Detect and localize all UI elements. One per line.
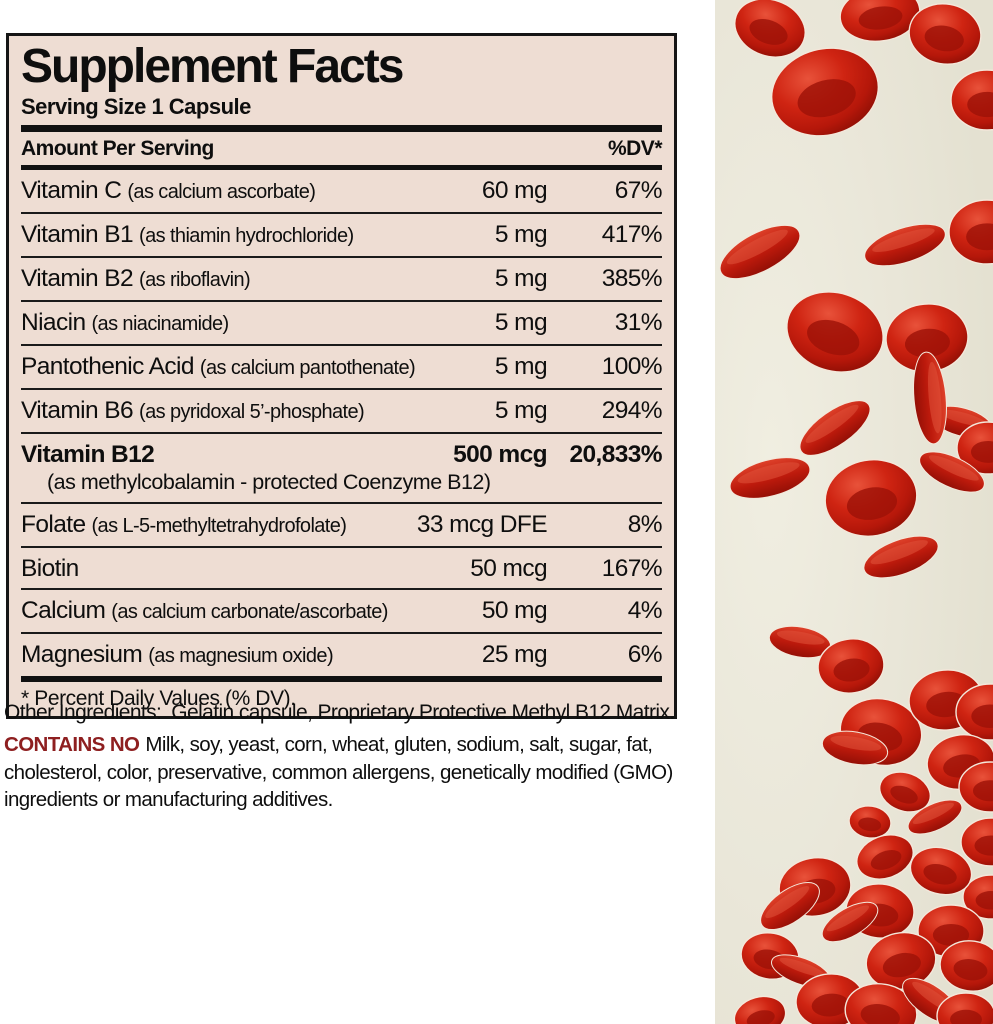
blood-cells-image: [715, 0, 993, 1024]
nutrient-name: Biotin: [21, 555, 79, 582]
dv-footnote: * Percent Daily Values (% DV).: [21, 687, 296, 710]
nutrient-amount: 60 mg: [481, 177, 548, 204]
nutrient-name: Pantothenic Acid: [21, 353, 195, 380]
nutrient-row-calcium: Calcium (as calcium carbonate/ascorbate)…: [21, 590, 663, 634]
other-ingredients: Other Ingredients: Gelatin capsule, Propr…: [4, 699, 716, 726]
nutrient-desc: (as calcium pantothenate): [199, 357, 416, 379]
nutrient-row-vitamin-b2: Vitamin B2 (as riboflavin) 5 mg 385%: [21, 258, 663, 302]
nutrient-desc: (as pyridoxal 5’-phosphate): [139, 401, 365, 423]
nutrient-desc: (as methylcobalamin - protected Coenzyme…: [47, 470, 491, 494]
nutrient-row-vitamin-c: Vitamin C (as calcium ascorbate) 60 mg 6…: [21, 170, 663, 214]
red-blood-cells-icon: [715, 0, 993, 1024]
nutrient-dv: 4%: [627, 597, 663, 624]
nutrient-row-vitamin-b6: Vitamin B6 (as pyridoxal 5’-phosphate) 5…: [21, 390, 663, 434]
nutrient-desc: (as magnesium oxide): [148, 645, 333, 667]
nutrient-dv: 167%: [601, 555, 663, 582]
nutrient-dv: 20,833%: [569, 441, 662, 468]
nutrient-row-magnesium: Magnesium (as magnesium oxide) 25 mg 6%: [21, 634, 663, 676]
contains-no-label: CONTAINS NO: [4, 733, 140, 756]
nutrient-row-folate: Folate (as L-5-methyltetrahydrofolate) 3…: [21, 504, 663, 548]
nutrient-table: Vitamin C (as calcium ascorbate) 60 mg 6…: [21, 170, 663, 676]
nutrient-dv: 31%: [614, 309, 663, 336]
page-title: Supplement Facts: [21, 40, 404, 93]
contains-no-text: Milk, soy, yeast, corn, wheat, gluten, s…: [4, 733, 673, 811]
nutrient-amount: 25 mg: [481, 641, 548, 668]
nutrient-desc: (as L-5-methyltetrahydrofolate): [91, 515, 347, 537]
column-header-amount: Amount Per Serving: [21, 137, 214, 160]
nutrient-dv: 6%: [627, 641, 663, 668]
nutrient-row-pantothenic-acid: Pantothenic Acid (as calcium pantothenat…: [21, 346, 663, 390]
nutrient-desc: (as riboflavin): [139, 269, 251, 291]
serving-size: Serving Size 1 Capsule: [21, 94, 251, 119]
nutrient-amount: 50 mg: [481, 597, 548, 624]
table-header: Amount Per Serving %DV*: [21, 132, 663, 165]
nutrient-desc: (as calcium ascorbate): [127, 181, 316, 203]
nutrient-dv: 385%: [601, 265, 663, 292]
other-ingredients-label: Other Ingredients:: [4, 701, 162, 724]
nutrient-dv: 67%: [614, 177, 663, 204]
nutrient-name: Vitamin B12: [21, 441, 155, 468]
nutrient-dv: 8%: [627, 511, 663, 538]
divider-thick: [21, 125, 662, 132]
nutrient-row-vitamin-b1: Vitamin B1 (as thiamin hydrochloride) 5 …: [21, 214, 663, 258]
nutrient-name: Vitamin C: [21, 177, 122, 204]
nutrient-amount: 500 mcg: [453, 441, 547, 468]
column-header-dv: %DV*: [607, 137, 663, 160]
nutrient-name: Folate: [21, 511, 86, 538]
nutrient-amount: 5 mg: [494, 353, 548, 380]
nutrient-dv: 294%: [601, 397, 663, 424]
nutrient-name: Niacin: [21, 309, 86, 336]
other-ingredients-text: Gelatin capsule, Proprietary Protective …: [171, 701, 675, 724]
nutrient-row-vitamin-b12: Vitamin B12 500 mcg 20,833% (as methylco…: [21, 434, 663, 504]
nutrient-row-biotin: Biotin 50 mcg 167%: [21, 548, 663, 590]
nutrient-name: Vitamin B6: [21, 397, 134, 424]
nutrient-amount: 5 mg: [494, 265, 548, 292]
nutrient-desc: (as thiamin hydrochloride): [139, 225, 354, 247]
nutrient-amount: 50 mcg: [470, 555, 547, 582]
contains-no-statement: CONTAINS NO Milk, soy, yeast, corn, wheat…: [4, 731, 716, 814]
nutrient-amount: 33 mcg DFE: [416, 511, 548, 538]
nutrient-dv: 417%: [601, 221, 663, 248]
divider-medium: [21, 165, 662, 170]
supplement-facts-panel: Supplement Facts Serving Size 1 Capsule …: [6, 33, 677, 719]
nutrient-amount: 5 mg: [494, 221, 548, 248]
nutrient-desc: (as calcium carbonate/ascorbate): [111, 601, 388, 623]
nutrient-name: Calcium: [21, 597, 106, 624]
nutrient-name: Magnesium: [21, 641, 143, 668]
nutrient-amount: 5 mg: [494, 309, 548, 336]
nutrient-name: Vitamin B2: [21, 265, 134, 292]
nutrient-dv: 100%: [601, 353, 663, 380]
divider-thick-bottom: [21, 676, 662, 682]
nutrient-row-niacin: Niacin (as niacinamide) 5 mg 31%: [21, 302, 663, 346]
nutrient-desc: (as niacinamide): [91, 313, 229, 335]
nutrient-name: Vitamin B1: [21, 221, 134, 248]
nutrient-amount: 5 mg: [494, 397, 548, 424]
label-notes: Other Ingredients: Gelatin capsule, Propr…: [4, 699, 716, 814]
